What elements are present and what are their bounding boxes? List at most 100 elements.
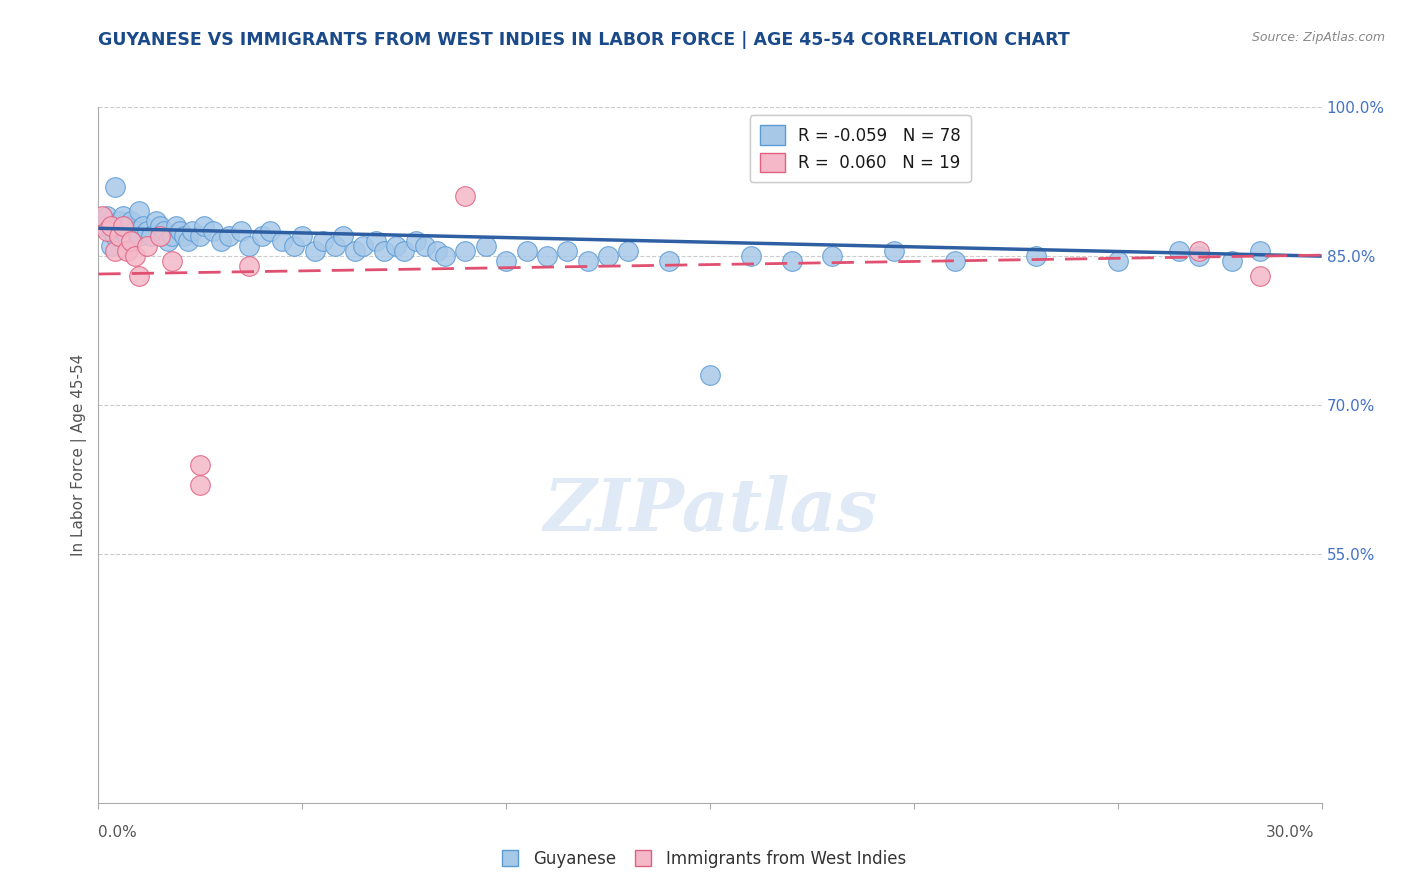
Point xyxy=(136,224,159,238)
Point xyxy=(1188,244,1211,259)
Point xyxy=(209,234,232,248)
Point xyxy=(780,254,803,268)
Point xyxy=(344,244,367,259)
Point xyxy=(304,244,326,259)
Point xyxy=(104,244,127,259)
Point xyxy=(373,244,395,259)
Text: 0.0%: 0.0% xyxy=(98,825,138,840)
Point xyxy=(181,224,204,238)
Point xyxy=(1220,254,1243,268)
Point xyxy=(250,229,273,244)
Point xyxy=(364,234,387,248)
Point xyxy=(617,244,640,259)
Point xyxy=(169,224,191,238)
Point xyxy=(91,210,114,224)
Point xyxy=(392,244,416,259)
Point xyxy=(100,219,122,234)
Point xyxy=(454,244,477,259)
Point xyxy=(104,229,127,244)
Point xyxy=(128,229,150,244)
Point xyxy=(405,234,427,248)
Point xyxy=(332,229,354,244)
Point xyxy=(145,214,167,228)
Point xyxy=(434,249,457,263)
Point xyxy=(108,229,131,244)
Point xyxy=(149,219,172,234)
Point xyxy=(141,229,163,244)
Point xyxy=(124,224,146,238)
Point xyxy=(385,239,408,253)
Point xyxy=(1167,244,1189,259)
Point xyxy=(115,219,138,234)
Point xyxy=(1107,254,1129,268)
Point xyxy=(165,219,187,234)
Point xyxy=(108,214,131,228)
Point xyxy=(177,234,200,248)
Point xyxy=(152,224,174,238)
Text: ZIPatlas: ZIPatlas xyxy=(543,475,877,546)
Point xyxy=(128,204,150,219)
Point xyxy=(291,229,314,244)
Point xyxy=(188,458,212,472)
Point xyxy=(132,219,155,234)
Point xyxy=(120,234,142,248)
Text: 30.0%: 30.0% xyxy=(1267,825,1315,840)
Legend: Guyanese, Immigrants from West Indies: Guyanese, Immigrants from West Indies xyxy=(494,844,912,875)
Point xyxy=(188,477,212,491)
Point xyxy=(536,249,558,263)
Point xyxy=(188,229,212,244)
Point xyxy=(120,234,142,248)
Point xyxy=(238,259,260,273)
Point xyxy=(96,210,118,224)
Point xyxy=(115,229,138,244)
Point xyxy=(231,224,253,238)
Point xyxy=(96,224,118,238)
Point xyxy=(1249,268,1271,283)
Point xyxy=(111,224,134,238)
Point xyxy=(557,244,579,259)
Point xyxy=(160,254,183,268)
Point xyxy=(943,254,966,268)
Point xyxy=(218,229,240,244)
Point xyxy=(108,229,131,244)
Text: Source: ZipAtlas.com: Source: ZipAtlas.com xyxy=(1251,31,1385,45)
Point xyxy=(413,239,436,253)
Point xyxy=(100,224,122,238)
Point xyxy=(1025,249,1047,263)
Point xyxy=(699,368,721,383)
Point xyxy=(128,268,150,283)
Point xyxy=(104,179,127,194)
Point xyxy=(111,219,134,234)
Point xyxy=(323,239,346,253)
Point xyxy=(156,234,179,248)
Point xyxy=(1188,249,1211,263)
Point xyxy=(454,189,477,203)
Point xyxy=(238,239,260,253)
Point xyxy=(91,219,114,234)
Point xyxy=(883,244,905,259)
Point xyxy=(160,229,183,244)
Point xyxy=(658,254,681,268)
Point xyxy=(576,254,599,268)
Point xyxy=(352,239,374,253)
Point xyxy=(201,224,224,238)
Point xyxy=(312,234,335,248)
Point xyxy=(136,239,159,253)
Y-axis label: In Labor Force | Age 45-54: In Labor Force | Age 45-54 xyxy=(72,354,87,556)
Point xyxy=(426,244,449,259)
Legend: R = -0.059   N = 78, R =  0.060   N = 19: R = -0.059 N = 78, R = 0.060 N = 19 xyxy=(749,115,970,182)
Point xyxy=(270,234,294,248)
Point xyxy=(821,249,844,263)
Point xyxy=(495,254,517,268)
Text: GUYANESE VS IMMIGRANTS FROM WEST INDIES IN LABOR FORCE | AGE 45-54 CORRELATION C: GUYANESE VS IMMIGRANTS FROM WEST INDIES … xyxy=(98,31,1070,49)
Point xyxy=(1249,244,1271,259)
Point xyxy=(598,249,620,263)
Point xyxy=(516,244,538,259)
Point xyxy=(740,249,762,263)
Point xyxy=(120,214,142,228)
Point xyxy=(283,239,305,253)
Point xyxy=(259,224,281,238)
Point xyxy=(474,239,498,253)
Point xyxy=(149,229,172,244)
Point xyxy=(115,244,138,259)
